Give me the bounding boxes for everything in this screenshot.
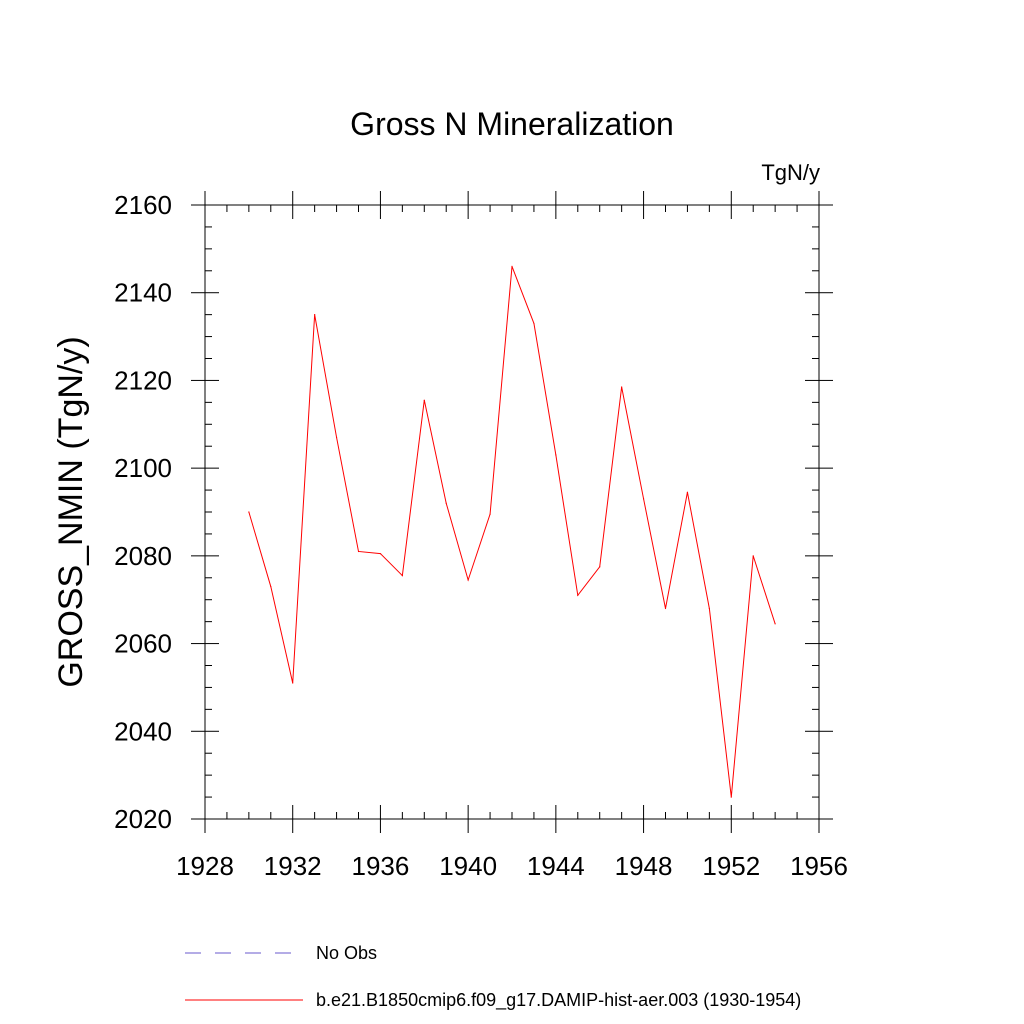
- data-point: [445, 502, 447, 504]
- data-point: [511, 265, 513, 267]
- axis-ticks: [191, 191, 833, 833]
- x-tick-label: 1932: [264, 851, 322, 881]
- data-point: [774, 623, 776, 625]
- x-tick-label: 1948: [615, 851, 673, 881]
- data-point: [248, 511, 250, 513]
- data-point: [401, 574, 403, 577]
- series-layer: [248, 265, 776, 798]
- data-point: [533, 322, 535, 325]
- data-point: [577, 594, 579, 596]
- data-point: [335, 436, 338, 439]
- series-line: [248, 266, 776, 798]
- legend-label-series: b.e21.B1850cmip6.f09_g17.DAMIP-hist-aer.…: [316, 990, 801, 1011]
- y-tick-label: 2160: [114, 190, 172, 220]
- data-point: [642, 498, 645, 500]
- y-tick-label: 2140: [114, 278, 172, 308]
- x-tick-label: 1928: [176, 851, 234, 881]
- y-tick-label: 2080: [114, 541, 172, 571]
- y-tick-label: 2060: [114, 629, 172, 659]
- data-point: [730, 796, 732, 798]
- data-point: [708, 607, 710, 610]
- legend-label-no-obs: No Obs: [316, 943, 377, 963]
- data-point: [292, 682, 294, 684]
- x-tick-label: 1936: [352, 851, 410, 881]
- units-label: TgN/y: [761, 160, 820, 185]
- data-point: [270, 585, 272, 588]
- y-axis-label: GROSS_NMIN (TgN/y): [52, 336, 90, 687]
- x-tick-label: 1952: [702, 851, 760, 881]
- data-point: [686, 491, 689, 493]
- data-point: [489, 513, 491, 515]
- x-tick-label: 1956: [790, 851, 848, 881]
- x-tick-label: 1940: [439, 851, 497, 881]
- data-point: [379, 553, 382, 555]
- data-point: [752, 555, 754, 557]
- y-tick-label: 2020: [114, 804, 172, 834]
- data-point: [314, 314, 316, 316]
- plot-frame: [204, 204, 820, 820]
- y-tick-label: 2040: [114, 716, 172, 746]
- data-point: [664, 607, 667, 610]
- data-point: [467, 579, 469, 581]
- axis-tick-labels: 1928 1932 1936 1940 1944 1948 1952 1956 2020 2040…: [114, 190, 848, 881]
- data-point: [621, 386, 623, 388]
- data-point: [599, 566, 601, 568]
- data-point: [555, 454, 557, 456]
- legend: No Obs b.e21.B1850cmip6.f09_g17.DAMIP-hi…: [185, 943, 801, 1011]
- chart-title: Gross N Mineralization: [350, 106, 674, 142]
- data-point: [423, 399, 425, 401]
- data-point: [357, 550, 360, 553]
- y-tick-label: 2120: [114, 365, 172, 395]
- y-tick-label: 2100: [114, 453, 172, 483]
- x-tick-label: 1944: [527, 851, 585, 881]
